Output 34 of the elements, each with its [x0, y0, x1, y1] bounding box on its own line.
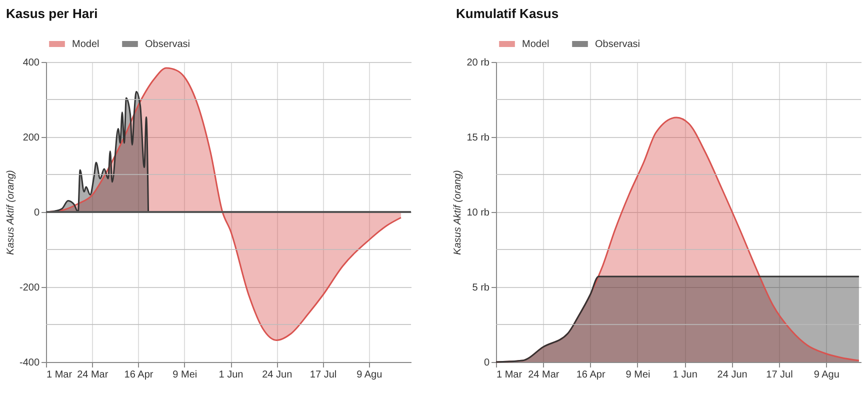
- x-tick-label: 16 Apr: [576, 370, 606, 380]
- y-tick-label: -400: [19, 358, 40, 368]
- chart-title: Kasus per Hari: [6, 6, 98, 21]
- x-tick-label: 9 Agu: [356, 370, 382, 380]
- y-tick-label: 5 rb: [472, 282, 490, 294]
- legend-label: Observasi: [595, 39, 640, 50]
- y-tick-label: -200: [19, 282, 40, 294]
- y-tick-label: 10 rb: [466, 208, 490, 218]
- x-tick-label: 9 Mei: [626, 370, 650, 380]
- x-tick-label: 17 Jul: [766, 370, 793, 380]
- chart-title: Kumulatif Kasus: [456, 6, 559, 21]
- y-axis-title: Kasus Aktif (orang): [452, 170, 464, 255]
- y-tick-label: 0: [34, 208, 40, 218]
- y-tick-label: 20 rb: [466, 58, 490, 68]
- y-axis-title: Kasus Aktif (orang): [5, 170, 16, 255]
- y-tick-label: 15 rb: [466, 132, 490, 144]
- legend-label: Model: [522, 39, 550, 50]
- x-tick-label: 24 Jun: [717, 370, 748, 380]
- x-tick-label: 1 Mar: [496, 370, 523, 380]
- x-tick-label: 24 Mar: [77, 370, 109, 380]
- x-tick-label: 1 Mar: [46, 370, 73, 380]
- y-tick-label: 0: [484, 358, 490, 368]
- x-tick-label: 24 Mar: [528, 370, 560, 380]
- x-tick-label: 9 Mei: [172, 370, 198, 380]
- x-tick-label: 16 Apr: [124, 370, 154, 380]
- legend-label: Observasi: [145, 39, 190, 50]
- x-tick-label: 1 Jun: [672, 370, 698, 380]
- x-tick-label: 17 Jul: [310, 370, 337, 380]
- y-tick-label: 200: [22, 132, 40, 144]
- x-tick-label: 1 Jun: [218, 370, 244, 380]
- x-tick-label: 24 Jun: [262, 370, 292, 380]
- y-tick-label: 400: [22, 58, 40, 68]
- legend-label: Model: [72, 39, 100, 50]
- x-tick-label: 9 Agu: [814, 370, 840, 380]
